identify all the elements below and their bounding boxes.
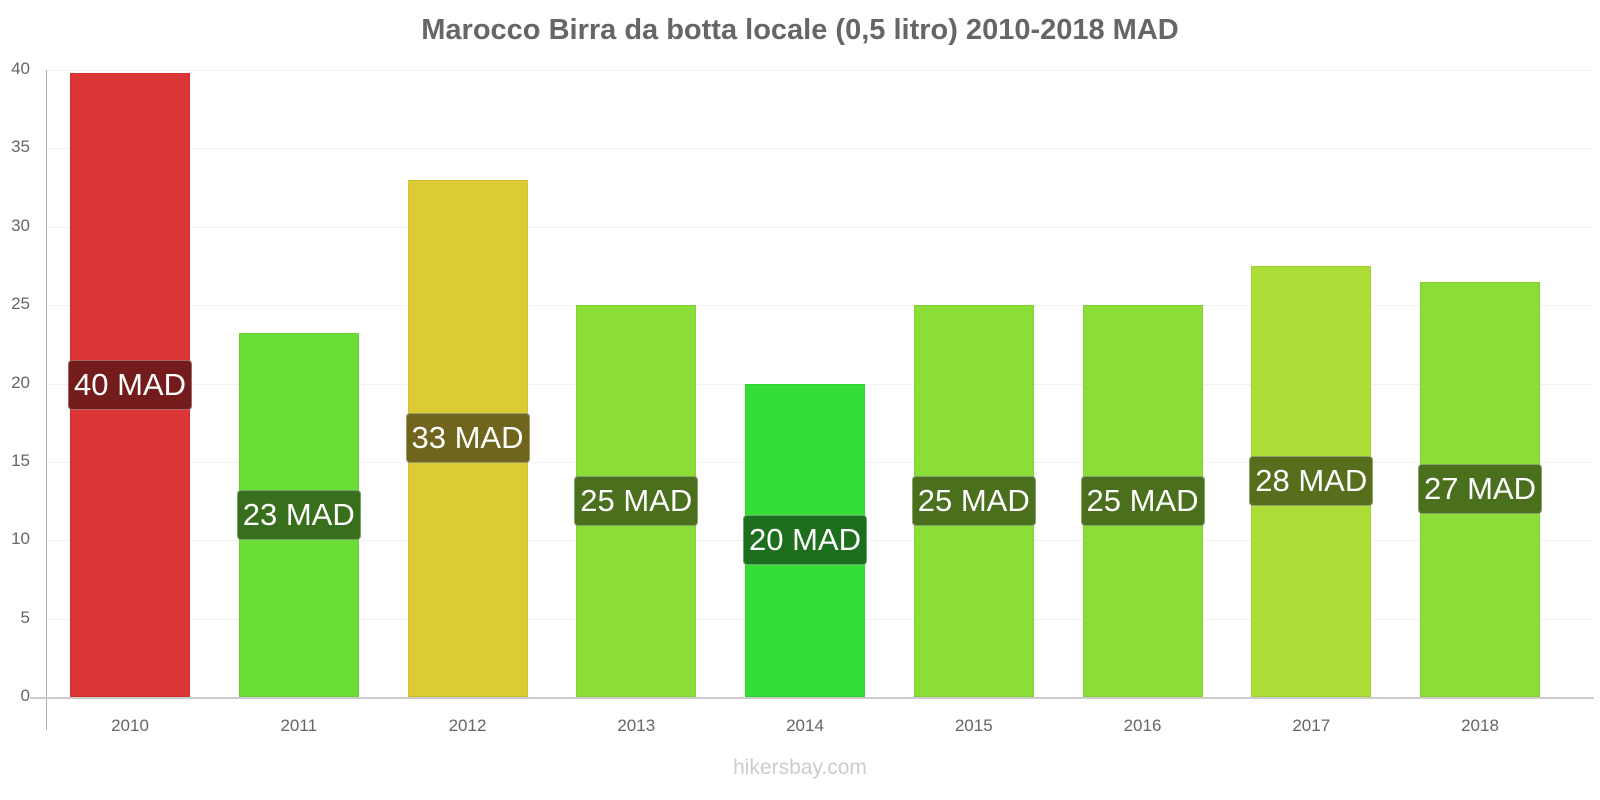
gridline (46, 227, 1594, 228)
x-tick-label: 2014 (786, 716, 824, 735)
y-tick-label: 40 (11, 59, 30, 78)
y-tick-label: 0 (20, 686, 30, 705)
y-tick-label: 30 (11, 215, 30, 235)
data-label-2015: 25 MAD (911, 476, 1036, 527)
x-tick-label: 2018 (1461, 716, 1499, 735)
x-tick-label: 2011 (280, 716, 318, 735)
data-label-2014: 20 MAD (743, 515, 867, 566)
data-label-2016: 25 MAD (1080, 476, 1205, 527)
gridline (46, 305, 1594, 306)
data-label-2017: 28 MAD (1249, 456, 1374, 507)
gridline (46, 148, 1594, 149)
x-tick-label: 2015 (954, 716, 993, 735)
x-tick-label: 2012 (448, 716, 487, 735)
x-tick-label: 2013 (617, 716, 656, 735)
y-tick-label: 35 (11, 137, 30, 157)
data-label-2018: 27 MAD (1418, 464, 1542, 515)
data-label-2013: 25 MAD (574, 476, 699, 527)
y-axis-line (46, 70, 47, 730)
watermark: hikersbay.com (733, 756, 867, 779)
y-tick-label: 5 (20, 607, 30, 627)
data-label-2011: 23 MAD (236, 490, 361, 541)
x-tick-label: 2016 (1123, 716, 1162, 735)
gridline (46, 70, 1594, 71)
y-tick-label: 15 (11, 450, 30, 470)
data-label-2010: 40 MAD (68, 360, 192, 411)
y-tick-label: 25 (11, 294, 30, 314)
data-label-2012: 33 MAD (405, 413, 530, 464)
y-tick-label: 20 (11, 372, 30, 392)
x-axis-line (30, 697, 1594, 699)
chart-title: Marocco Birra da botta locale (0,5 litro… (421, 14, 1179, 46)
x-tick-label: 2010 (111, 716, 149, 735)
y-tick-label: 10 (11, 529, 30, 549)
x-tick-label: 2017 (1292, 716, 1331, 735)
